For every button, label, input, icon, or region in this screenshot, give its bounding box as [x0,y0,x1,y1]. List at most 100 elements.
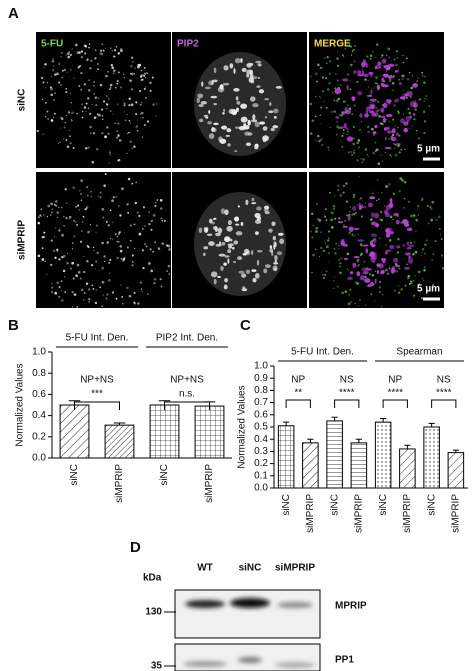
speckle [57,206,60,209]
speckle [410,282,413,285]
speckle [344,101,346,103]
blob [229,63,234,69]
blob [357,239,364,242]
speckle [145,71,148,74]
speckle [96,251,99,255]
speckle [106,241,109,244]
speckle [369,218,373,222]
blob [210,271,218,278]
speckle [391,81,395,85]
speckle [416,209,419,211]
speckle [326,55,329,59]
speckle [99,286,102,289]
speckle [50,263,53,267]
blob [205,116,209,119]
speckle [366,125,370,129]
blob [406,241,410,247]
speckle [380,211,383,214]
condition-label: NP [388,375,402,386]
speckle [369,57,372,60]
speckle [322,274,324,276]
speckle [371,274,375,277]
blob [274,255,278,261]
blob [268,228,273,233]
blob [382,102,388,109]
bands [183,598,315,668]
speckle [392,89,394,92]
speckle [64,121,67,124]
speckle [439,233,442,235]
blob [233,217,239,221]
speckle [319,231,322,234]
blob [225,134,230,137]
speckle [69,216,71,218]
speckle [339,271,342,274]
blob [263,268,268,274]
speckle [106,107,108,110]
blob [245,269,251,274]
panel-label: C [240,317,251,334]
speckle [385,244,387,246]
speckle [413,241,416,244]
speckle [312,253,315,257]
speckle [143,124,146,127]
blob [387,75,395,79]
speckle [79,240,83,243]
panel-label: B [8,317,19,334]
speckle [149,89,152,92]
blob [269,102,272,106]
speckle [51,286,54,289]
speckle [117,122,120,125]
speckle [145,245,148,248]
speckle [403,99,406,101]
micrograph [309,172,445,308]
speckle [45,116,47,118]
blob [342,225,348,228]
speckle [67,253,69,255]
speckle [114,86,117,89]
speckle [349,206,351,208]
speckle [88,46,90,49]
blob [367,130,370,134]
speckle [376,100,380,104]
blob [343,257,348,261]
speckle [422,110,426,114]
speckle [160,217,163,220]
speckle [65,217,68,220]
speckle [72,186,75,189]
speckle [333,217,337,220]
speckle [60,84,62,86]
speckle [364,304,367,307]
blob [412,113,416,116]
blob [249,72,254,79]
blob [406,227,413,232]
speckle [390,60,392,62]
speckle [103,255,106,258]
speckle [328,149,331,151]
speckle [88,43,91,45]
speckle [68,218,70,220]
blob [208,218,213,224]
speckle [99,49,103,52]
blob [385,113,393,118]
blob [273,244,276,250]
speckle [320,106,322,109]
blob [351,96,356,101]
speckle [388,137,390,140]
speckle [56,211,60,214]
blob [223,284,228,290]
speckle [80,179,83,182]
speckle [375,199,378,202]
speckle [359,243,363,246]
bar [149,404,180,459]
blob [399,96,406,100]
speckle [53,116,55,119]
speckle [123,104,126,107]
speckle [153,277,157,281]
speckle [360,131,362,133]
blob [382,117,387,123]
speckle [404,284,407,287]
speckle [402,61,405,64]
blob [241,288,248,292]
speckle [122,257,126,261]
